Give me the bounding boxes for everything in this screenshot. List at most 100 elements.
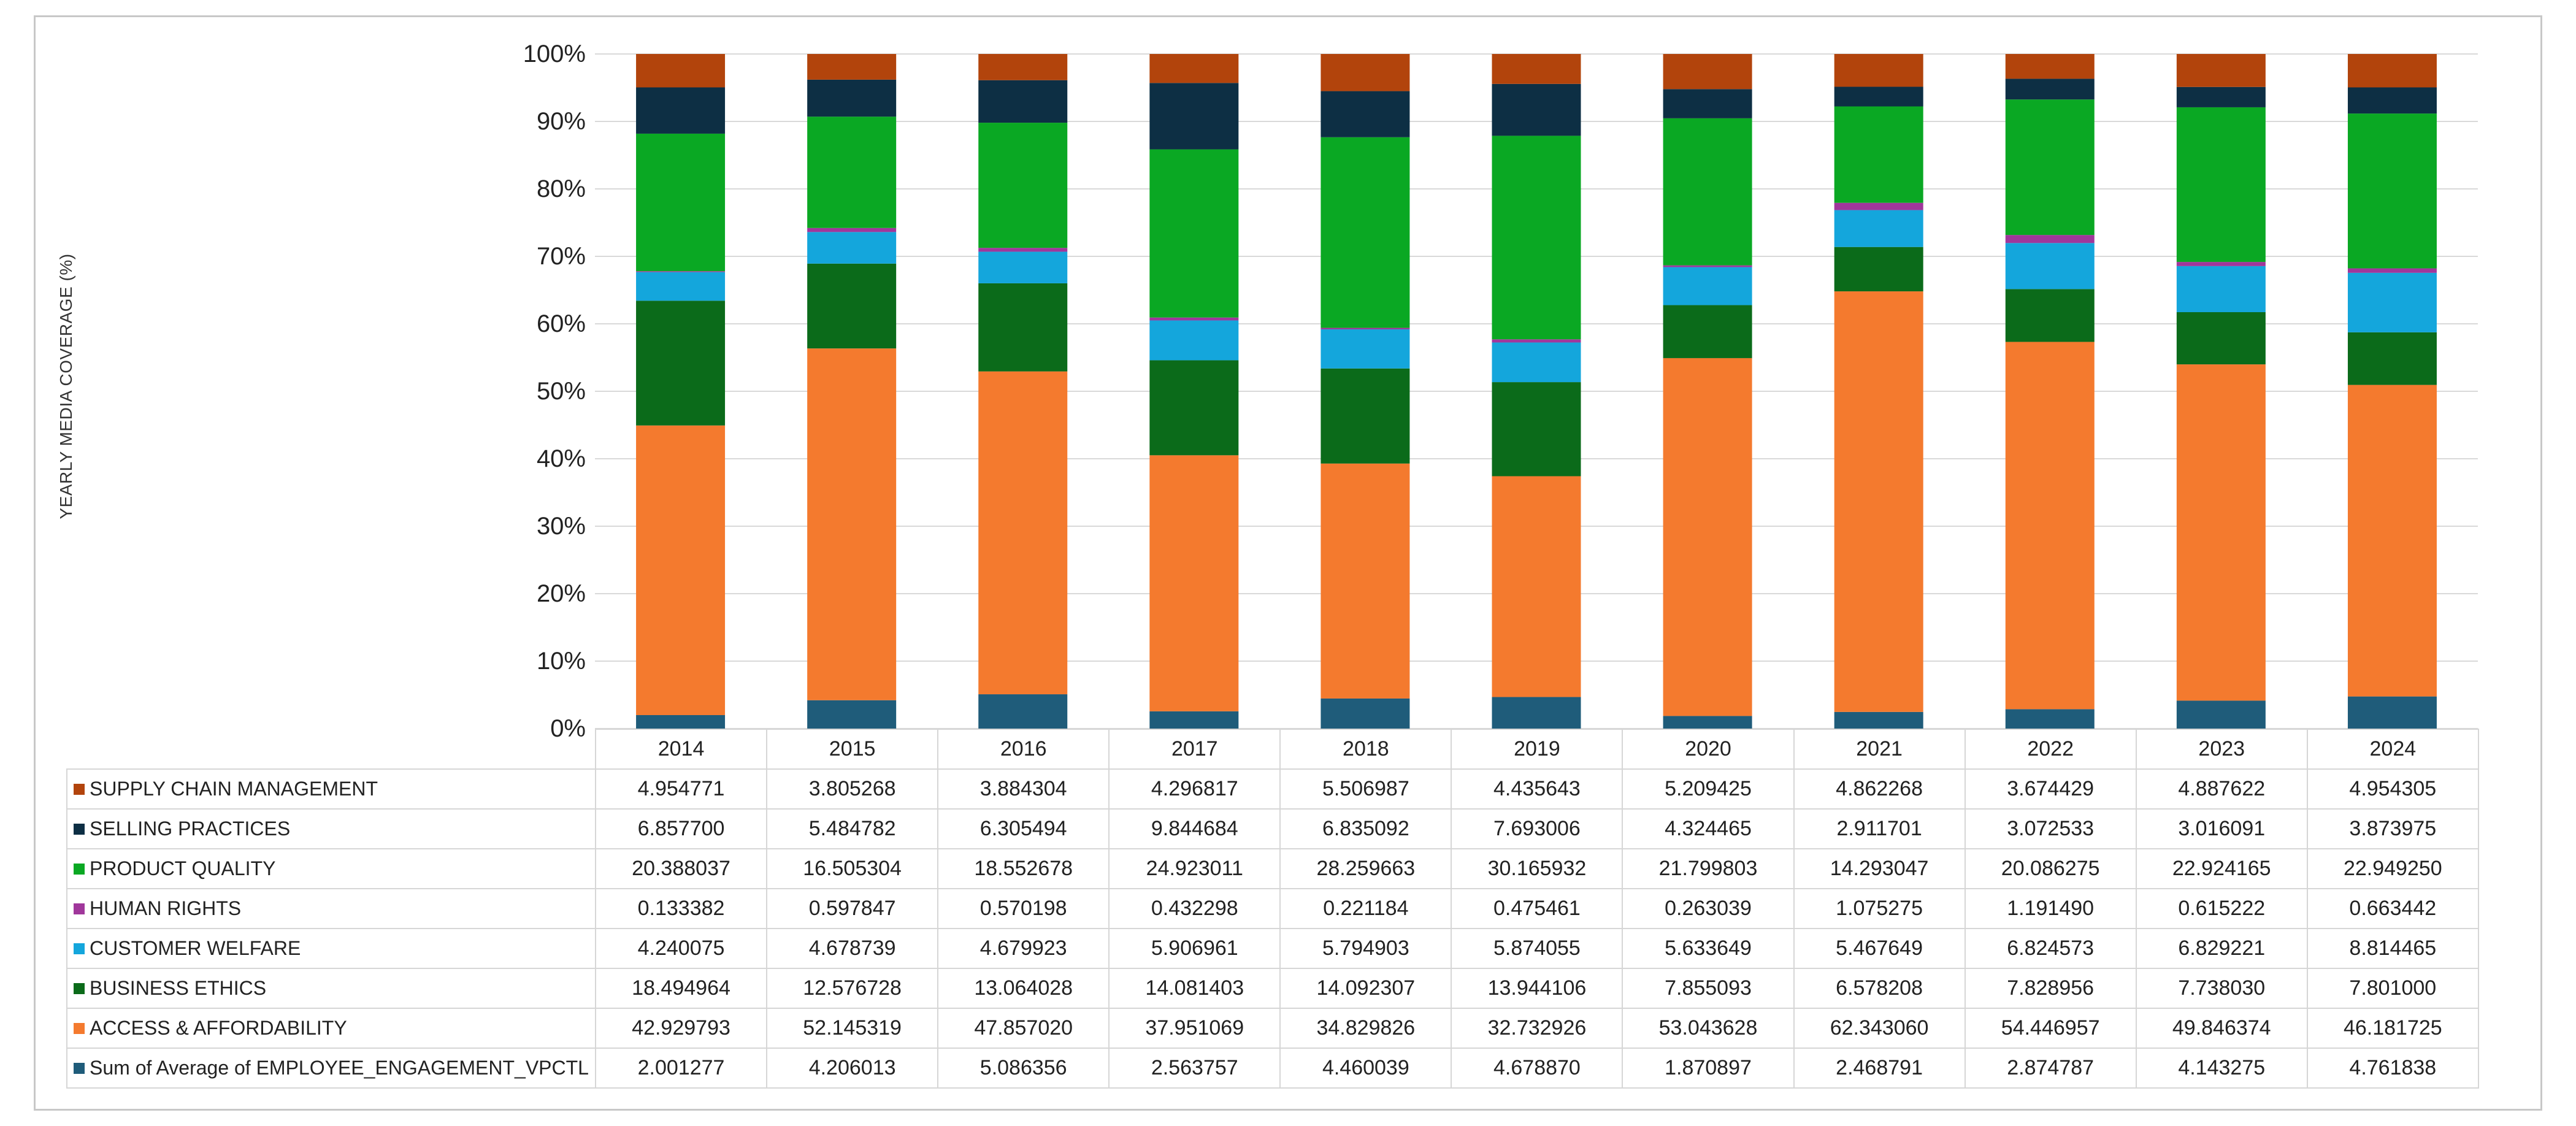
bar-segment — [1834, 86, 1923, 107]
bar-segment — [807, 117, 897, 228]
bar-segment — [1834, 210, 1923, 247]
table-cell: 62.343060 — [1793, 1008, 1966, 1049]
table-row: SUPPLY CHAIN MANAGEMENT 4.954771 3.805268 3… — [66, 768, 2479, 810]
bar-segment — [2176, 700, 2266, 729]
bar-segment — [2176, 364, 2266, 701]
x-tick-label: 2021 — [1793, 729, 1966, 770]
legend-label: SELLING PRACTICES — [90, 818, 291, 840]
bar-segment — [2347, 385, 2437, 697]
table-cell: 1.870897 — [1622, 1047, 1795, 1089]
bar-segment — [978, 283, 1068, 372]
y-tick-label: 20% — [536, 580, 586, 607]
bar-segment — [1663, 89, 1752, 118]
legend-swatch — [74, 982, 85, 994]
table-cell: 14.081403 — [1108, 968, 1281, 1009]
bar-segment — [2347, 272, 2437, 332]
table-cell: 54.446957 — [1964, 1008, 2137, 1049]
table-cell: 4.435643 — [1451, 768, 1623, 810]
table-cell: 1.075275 — [1793, 888, 1966, 929]
table-cell: 6.305494 — [937, 808, 1110, 849]
table-cell: 0.475461 — [1451, 888, 1623, 929]
legend-label: SUPPLY CHAIN MANAGEMENT — [90, 778, 378, 800]
bar-segment — [1321, 329, 1410, 369]
x-tick-label: 2024 — [2306, 729, 2479, 770]
bar-segment — [1321, 698, 1410, 729]
bar-segment — [978, 371, 1068, 695]
legend-entry: BUSINESS ETHICS — [66, 968, 596, 1009]
table-cell: 3.674429 — [1964, 768, 2137, 810]
bar-segment — [1149, 455, 1239, 711]
table-cell: 6.829221 — [2135, 928, 2308, 969]
table-cell: 8.814465 — [2306, 928, 2479, 969]
table-cell: 0.221184 — [1279, 888, 1452, 929]
bar-segment — [1663, 358, 1752, 716]
bar-segment — [807, 232, 897, 264]
bar-segment — [1663, 716, 1752, 729]
table-cell: 5.086356 — [937, 1047, 1110, 1089]
y-tick-label: 10% — [536, 648, 586, 675]
table-cell: 6.835092 — [1279, 808, 1452, 849]
bar-segment — [978, 80, 1068, 123]
table-cell: 30.165932 — [1451, 848, 1623, 889]
legend-entry: HUMAN RIGHTS — [66, 888, 596, 929]
bar-segment — [636, 271, 726, 272]
legend-label: BUSINESS ETHICS — [90, 977, 267, 999]
bar-segment — [1321, 368, 1410, 464]
table-cell: 2.874787 — [1964, 1047, 2137, 1089]
table-row: BUSINESS ETHICS 18.494964 12.576728 13.0640… — [66, 968, 2479, 1009]
table-row: SELLING PRACTICES 6.857700 5.484782 6.30549… — [66, 808, 2479, 849]
table-cell: 20.086275 — [1964, 848, 2137, 889]
table-cell: 5.484782 — [766, 808, 939, 849]
bar-segment — [2005, 289, 2095, 342]
table-cell: 5.633649 — [1622, 928, 1795, 969]
bar-segment — [807, 228, 897, 232]
table-corner — [67, 729, 596, 770]
table-cell: 2.563757 — [1108, 1047, 1281, 1089]
bar-segment — [2347, 696, 2437, 729]
x-tick-label: 2020 — [1622, 729, 1795, 770]
bar-segment — [1834, 106, 1923, 203]
bar-segment — [807, 54, 897, 80]
bar-segment — [807, 79, 897, 117]
table-cell: 3.016091 — [2135, 808, 2308, 849]
legend-label: CUSTOMER WELFARE — [90, 937, 301, 959]
x-tick-label: 2018 — [1279, 729, 1452, 770]
table-cell: 14.293047 — [1793, 848, 1966, 889]
table-cell: 12.576728 — [766, 968, 939, 1009]
table-cell: 16.505304 — [766, 848, 939, 889]
table-cell: 7.855093 — [1622, 968, 1795, 1009]
table-cell: 13.064028 — [937, 968, 1110, 1009]
legend-entry: CUSTOMER WELFARE — [66, 928, 596, 969]
bar-segment — [2176, 262, 2266, 266]
bar-segment — [1492, 54, 1581, 84]
table-cell: 4.678739 — [766, 928, 939, 969]
bar-segment — [636, 425, 726, 715]
bar-segment — [1149, 54, 1239, 83]
table-cell: 22.949250 — [2306, 848, 2479, 889]
table-cell: 0.615222 — [2135, 888, 2308, 929]
table-cell: 2.911701 — [1793, 808, 1966, 849]
table-cell: 53.043628 — [1622, 1008, 1795, 1049]
table-cell: 3.805268 — [766, 768, 939, 810]
bar-segment — [2005, 709, 2095, 729]
table-cell: 0.263039 — [1622, 888, 1795, 929]
bar-segment — [2005, 99, 2095, 236]
table-cell: 24.923011 — [1108, 848, 1281, 889]
legend-label: PRODUCT QUALITY — [90, 857, 276, 879]
y-tick-label: 60% — [536, 310, 586, 337]
table-cell: 6.857700 — [594, 808, 768, 849]
legend-entry: SUPPLY CHAIN MANAGEMENT — [66, 768, 596, 810]
legend-entry: SELLING PRACTICES — [66, 808, 596, 849]
legend-swatch — [74, 823, 85, 835]
table-cell: 18.552678 — [937, 848, 1110, 889]
bar-segment — [1834, 247, 1923, 292]
bar-segment — [2347, 87, 2437, 114]
x-tick-label: 2016 — [937, 729, 1110, 770]
bar-segment — [978, 54, 1068, 80]
bar-segment — [636, 54, 726, 88]
bar-segment — [2347, 332, 2437, 385]
bar-segment — [1492, 476, 1581, 697]
table-cell: 21.799803 — [1622, 848, 1795, 889]
table-cell: 28.259663 — [1279, 848, 1452, 889]
